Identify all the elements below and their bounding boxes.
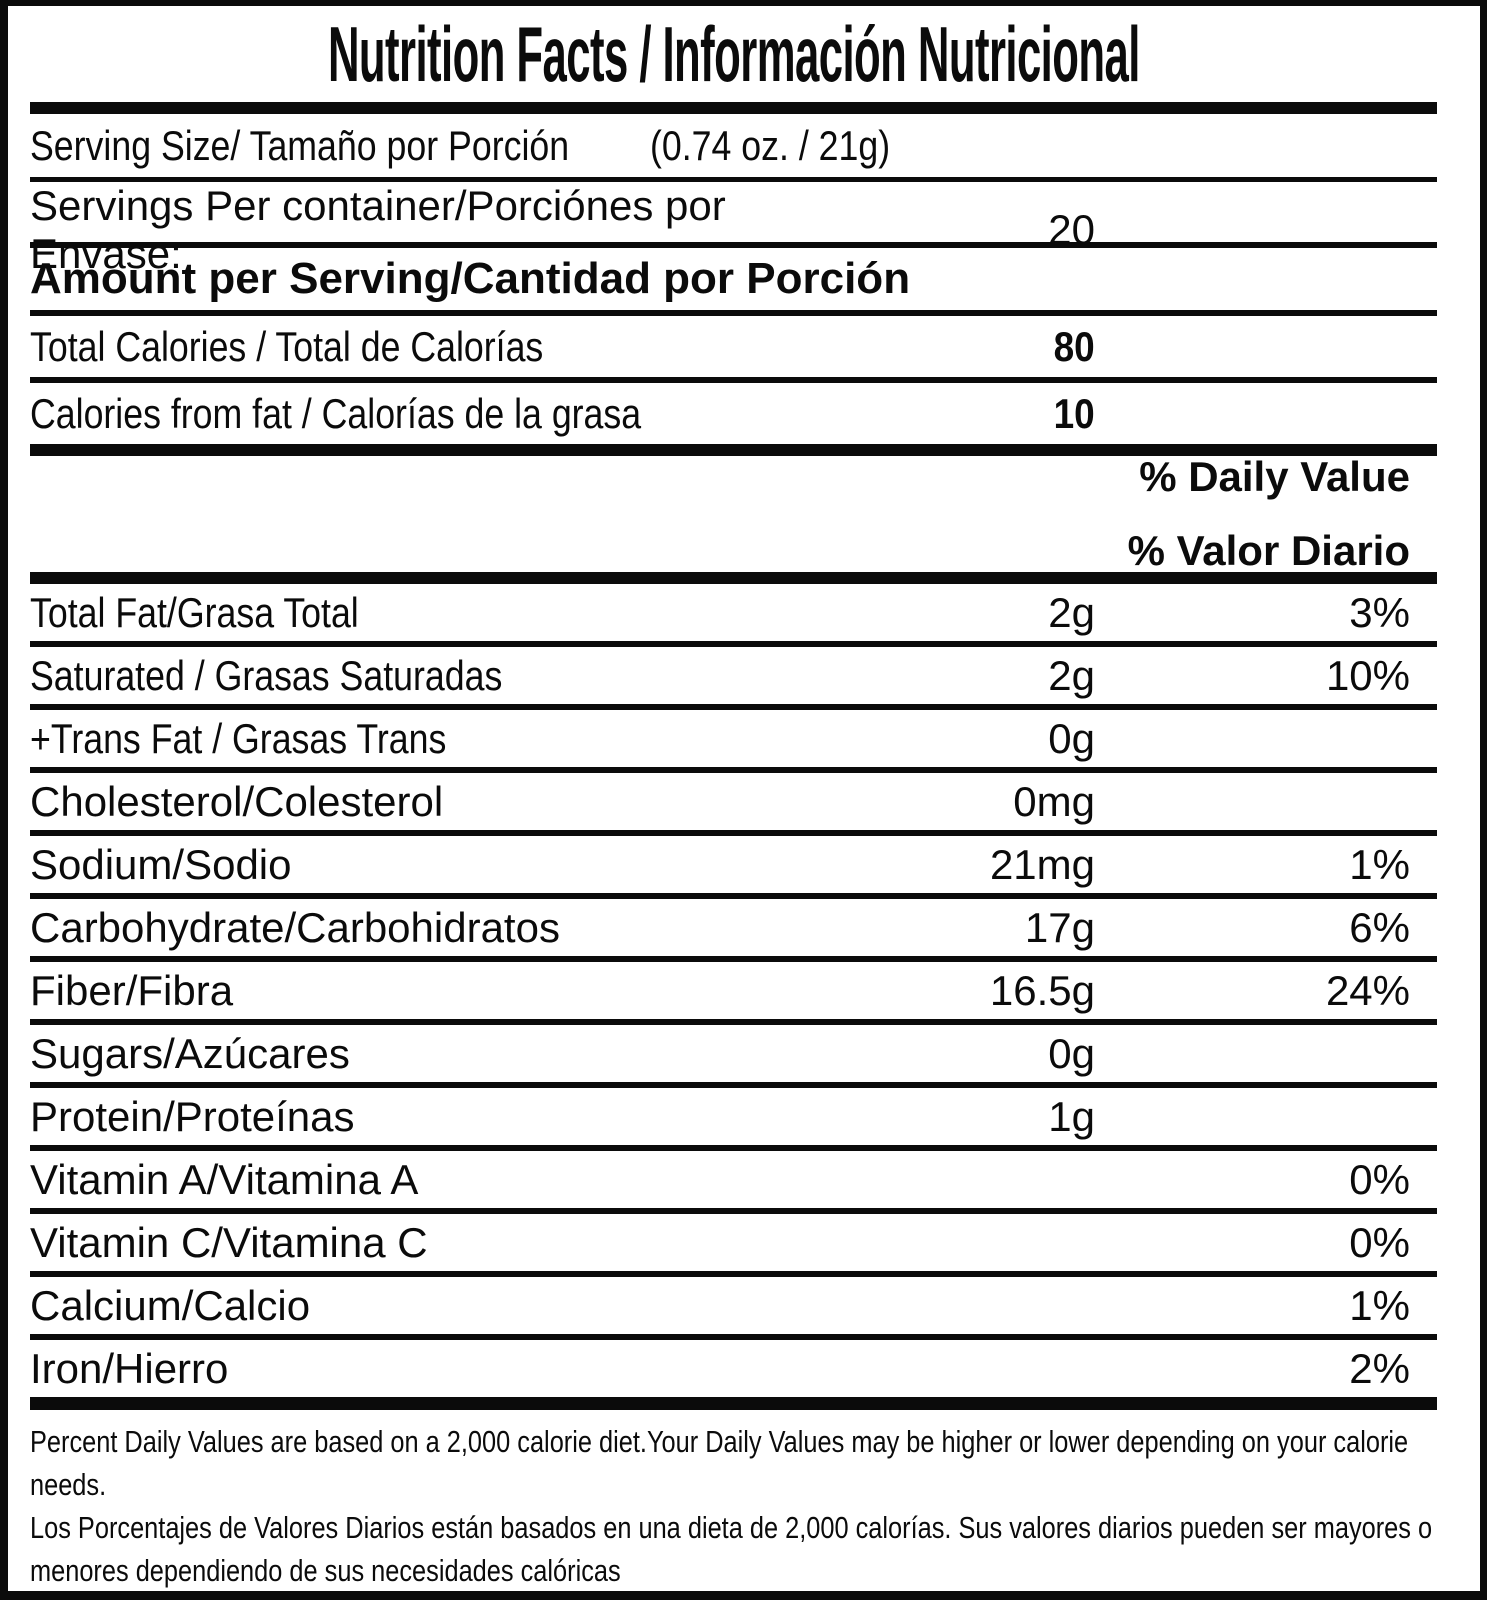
calories-from-fat-row: Calories from fat / Calorías de la grasa… (30, 383, 1437, 444)
nutrient-daily-value: 6% (1349, 903, 1410, 951)
divider (30, 641, 1437, 647)
nutrient-label: Vitamin A/Vitamina A (30, 1155, 419, 1203)
nutrient-label: Cholesterol/Colesterol (30, 777, 444, 825)
nutrient-label: Total Fat/Grasa Total (30, 588, 359, 636)
nutrient-amount: 1g (1048, 1092, 1095, 1140)
thick-divider (30, 444, 1437, 456)
nutrient-daily-value: 24% (1325, 966, 1410, 1014)
divider (30, 893, 1437, 899)
nutrient-label: Sugars/Azúcares (30, 1029, 350, 1077)
amount-per-serving-heading: Amount per Serving/Cantidad por Porción (30, 254, 911, 303)
nutrient-row-sodium: Sodium/Sodio 21mg 1% (30, 836, 1437, 893)
divider (30, 377, 1437, 383)
nutrient-daily-value: 1% (1349, 1281, 1410, 1329)
nutrient-row-vitamin-c: Vitamin C/Vitamina C 0% (30, 1214, 1437, 1271)
servings-per-container-label: Servings Per container/Porciónes por Env… (30, 182, 726, 277)
nutrient-label: Iron/Hierro (30, 1344, 229, 1392)
daily-value-header: % Daily Value % Valor Diario (30, 453, 1437, 574)
divider (30, 1208, 1437, 1214)
footnote-en: Percent Daily Values are based on a 2,00… (30, 1424, 1409, 1502)
calories-from-fat-value: 10 (1053, 389, 1095, 437)
nutrient-row-carbohydrate: Carbohydrate/Carbohidratos 17g 6% (30, 899, 1437, 956)
nutrient-row-saturated-fat: Saturated / Grasas Saturadas 2g 10% (30, 647, 1437, 704)
nutrient-row-total-fat: Total Fat/Grasa Total 2g 3% (30, 584, 1437, 641)
divider (30, 1019, 1437, 1025)
footnote-es: Los Porcentajes de Valores Diarios están… (30, 1510, 1433, 1588)
divider (30, 704, 1437, 710)
nutrient-label: Carbohydrate/Carbohidratos (30, 903, 560, 951)
nutrient-row-protein: Protein/Proteínas 1g (30, 1088, 1437, 1145)
daily-value-header-es: % Valor Diario (1127, 527, 1410, 574)
nutrient-amount: 0mg (1013, 777, 1095, 825)
label-header: Nutrition Facts / Información Nutriciona… (30, 6, 1437, 102)
nutrient-daily-value: 1% (1349, 840, 1410, 888)
nutrient-label: +Trans Fat / Grasas Trans (30, 714, 447, 762)
serving-size-row: Serving Size/ Tamaño por Porción (0.74 o… (30, 114, 1437, 177)
servings-per-container-value: 20 (1048, 206, 1095, 253)
divider (30, 177, 1437, 182)
total-calories-label: Total Calories / Total de Calorías (30, 322, 544, 370)
nutrient-row-calcium: Calcium/Calcio 1% (30, 1277, 1437, 1334)
nutrient-row-vitamin-a: Vitamin A/Vitamina A 0% (30, 1151, 1437, 1208)
nutrient-amount: 21mg (989, 840, 1095, 888)
divider (30, 1334, 1437, 1340)
nutrient-label: Vitamin C/Vitamina C (30, 1218, 428, 1266)
nutrient-daily-value: 3% (1349, 588, 1410, 636)
divider (30, 767, 1437, 773)
divider (30, 1082, 1437, 1088)
nutrient-label: Protein/Proteínas (30, 1092, 355, 1140)
nutrient-daily-value: 0% (1349, 1155, 1410, 1203)
servings-per-container-row: Servings Per container/Porciónes por Env… (30, 182, 1437, 277)
nutrient-label: Fiber/Fibra (30, 966, 234, 1014)
divider (30, 1271, 1437, 1277)
nutrient-amount: 16.5g (989, 966, 1095, 1014)
nutrient-label: Sodium/Sodio (30, 840, 292, 888)
nutrient-row-sugars: Sugars/Azúcares 0g (30, 1025, 1437, 1082)
nutrient-amount: 0g (1048, 1029, 1095, 1077)
nutrient-daily-value: 2% (1349, 1344, 1410, 1392)
daily-value-header-en: % Daily Value (1139, 453, 1410, 500)
divider (30, 242, 1437, 248)
nutrient-daily-value: 10% (1325, 651, 1410, 699)
nutrient-amount: 2g (1048, 651, 1095, 699)
thick-divider (30, 1397, 1437, 1410)
footnotes: Percent Daily Values are based on a 2,00… (30, 1410, 1437, 1592)
page-title: Nutrition Facts / Información Nutriciona… (327, 9, 1140, 98)
divider (30, 830, 1437, 836)
nutrient-label: Calcium/Calcio (30, 1281, 311, 1329)
nutrient-row-fiber: Fiber/Fibra 16.5g 24% (30, 962, 1437, 1019)
nutrient-amount: 17g (1024, 903, 1095, 951)
serving-size-value: (0.74 oz. / 21g) (650, 121, 891, 169)
nutrient-row-iron: Iron/Hierro 2% (30, 1340, 1437, 1397)
divider (30, 310, 1437, 316)
nutrient-label: Saturated / Grasas Saturadas (30, 651, 503, 699)
nutrient-daily-value: 0% (1349, 1218, 1410, 1266)
nutrient-row-cholesterol: Cholesterol/Colesterol 0mg (30, 773, 1437, 830)
nutrient-amount: 0g (1048, 714, 1095, 762)
total-calories-row: Total Calories / Total de Calorías 80 (30, 316, 1437, 377)
thick-divider (30, 572, 1437, 584)
nutrient-row-trans-fat: +Trans Fat / Grasas Trans 0g (30, 710, 1437, 767)
total-calories-value: 80 (1053, 322, 1095, 370)
title-divider-bar (30, 102, 1437, 114)
nutrient-amount: 2g (1048, 588, 1095, 636)
divider (30, 1145, 1437, 1151)
divider (30, 956, 1437, 962)
calories-from-fat-label: Calories from fat / Calorías de la grasa (30, 389, 642, 437)
serving-size-label: Serving Size/ Tamaño por Porción (30, 121, 570, 169)
